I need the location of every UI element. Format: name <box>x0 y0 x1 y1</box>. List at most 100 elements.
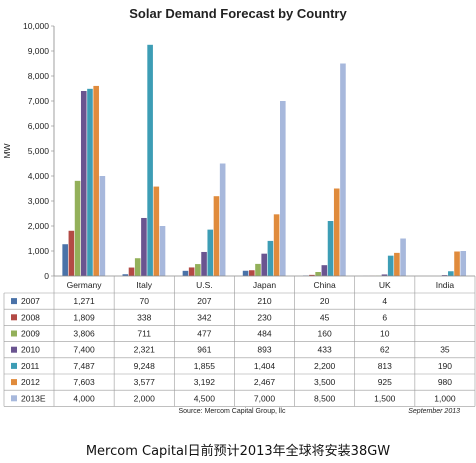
data-label: 1,809 <box>73 312 95 322</box>
data-label: 3,806 <box>73 329 95 339</box>
category-label: Japan <box>253 280 276 290</box>
bar-2009-Germany <box>74 180 81 276</box>
data-label: 3,500 <box>314 377 336 387</box>
data-label: 961 <box>197 345 211 355</box>
bar-2013E-Japan <box>280 101 286 276</box>
bar-2008-China <box>309 274 315 276</box>
bar-2012-India <box>454 251 460 276</box>
legend-label: 2007 <box>21 296 40 306</box>
data-label: 484 <box>257 329 271 339</box>
data-label: 4 <box>382 296 387 306</box>
bar-2013E-UK <box>400 238 406 276</box>
legend-label: 2011 <box>21 361 40 371</box>
source-note: Source: Mercom Capital Group, llc <box>179 408 286 415</box>
y-axis-label: MW <box>2 143 12 158</box>
y-tick-label: 10,000 <box>23 21 49 31</box>
legend-swatch-2010 <box>11 346 17 353</box>
category-label: China <box>314 280 336 290</box>
data-label: 893 <box>257 345 271 355</box>
data-label: 813 <box>378 361 392 371</box>
legend-swatch-2008 <box>11 314 17 321</box>
bar-2007-Germany <box>62 244 68 276</box>
bar-2013E-Italy <box>159 226 166 276</box>
legend-label: 2010 <box>21 345 40 355</box>
data-label: 711 <box>137 329 151 339</box>
bar-2012-U.S. <box>213 196 220 276</box>
data-label: 4,000 <box>73 393 95 403</box>
bar-2012-Germany <box>93 85 99 276</box>
legend-swatch-2013E <box>11 395 17 402</box>
y-tick-label: 2,000 <box>28 221 50 231</box>
bar-2007-Italy <box>122 274 129 276</box>
data-table: Germany Italy U.S. Japan China UK India 2007 1,2… <box>3 276 476 407</box>
bar-2011-Germany <box>87 88 93 276</box>
bar-2007-Japan <box>242 270 249 276</box>
bar-2011-Italy <box>147 44 153 276</box>
bar-2012-UK <box>394 252 400 276</box>
y-tick-label: 5,000 <box>28 146 50 156</box>
data-label: 7,603 <box>73 377 95 387</box>
y-tick-label: 3,000 <box>28 196 50 206</box>
data-label: 70 <box>139 296 149 306</box>
bar-2011-U.S. <box>207 229 214 276</box>
data-label: 45 <box>320 312 330 322</box>
y-tick-label: 7,000 <box>28 96 50 106</box>
bar-2012-Japan <box>273 214 280 276</box>
data-label: 7,487 <box>73 361 95 371</box>
legend-label: 2012 <box>21 377 40 387</box>
data-label: 477 <box>197 329 211 339</box>
data-label: 1,271 <box>73 296 95 306</box>
data-label: 2,321 <box>134 345 156 355</box>
bar-2010-Italy <box>141 217 147 276</box>
bar-2011-UK <box>387 255 394 276</box>
bar-2012-Italy <box>153 186 160 276</box>
bar-2012-China <box>333 188 340 276</box>
caption: Mercom Capital日前预计2013年全球将安装38GW <box>85 444 391 459</box>
bar-2013E-India <box>460 251 467 276</box>
legend-swatch-2009 <box>11 330 17 337</box>
bar-2009-Japan <box>255 263 261 276</box>
bar-2010-Japan <box>261 253 267 276</box>
bar-2010-Germany <box>80 91 87 276</box>
data-label: 8,500 <box>314 393 336 403</box>
data-label: 1,000 <box>434 393 456 403</box>
date-note: September 2013 <box>408 408 460 415</box>
category-label: Germany <box>67 280 103 290</box>
bar-2013E-China <box>340 63 346 276</box>
data-label: 9,248 <box>134 361 156 371</box>
bar-2013E-Germany <box>99 176 106 276</box>
bar-2007-U.S. <box>182 270 189 276</box>
data-label: 4,500 <box>194 393 216 403</box>
y-tick-label: 6,000 <box>28 121 50 131</box>
data-label: 338 <box>137 312 151 322</box>
data-label: 980 <box>438 377 452 387</box>
data-label: 35 <box>440 345 450 355</box>
category-label: UK <box>379 280 391 290</box>
data-label: 342 <box>197 312 211 322</box>
y-tick-label: 1,000 <box>28 246 50 256</box>
data-label: 20 <box>320 296 330 306</box>
data-label: 230 <box>257 312 271 322</box>
category-label: India <box>436 280 455 290</box>
data-label: 2,467 <box>254 377 276 387</box>
bar-2008-Japan <box>249 270 255 276</box>
y-tick-label: 0 <box>44 271 49 281</box>
legend-swatch-2012 <box>11 379 17 386</box>
legend-label: 2008 <box>21 312 40 322</box>
bar-2009-Italy <box>134 258 141 276</box>
data-label: 433 <box>318 345 332 355</box>
category-label: Italy <box>136 280 152 290</box>
data-label: 207 <box>197 296 211 306</box>
data-label: 2,200 <box>314 361 336 371</box>
bar-2008-Germany <box>68 230 75 276</box>
legend-swatch-2011 <box>11 362 17 369</box>
bar-2011-Japan <box>267 240 274 276</box>
bar-2011-India <box>448 271 454 276</box>
data-label: 6 <box>382 312 387 322</box>
data-label: 1,404 <box>254 361 276 371</box>
data-label: 7,000 <box>254 393 276 403</box>
data-label: 190 <box>438 361 452 371</box>
data-label: 3,577 <box>134 377 156 387</box>
data-label: 1,855 <box>194 361 216 371</box>
bar-2008-U.S. <box>188 267 195 276</box>
